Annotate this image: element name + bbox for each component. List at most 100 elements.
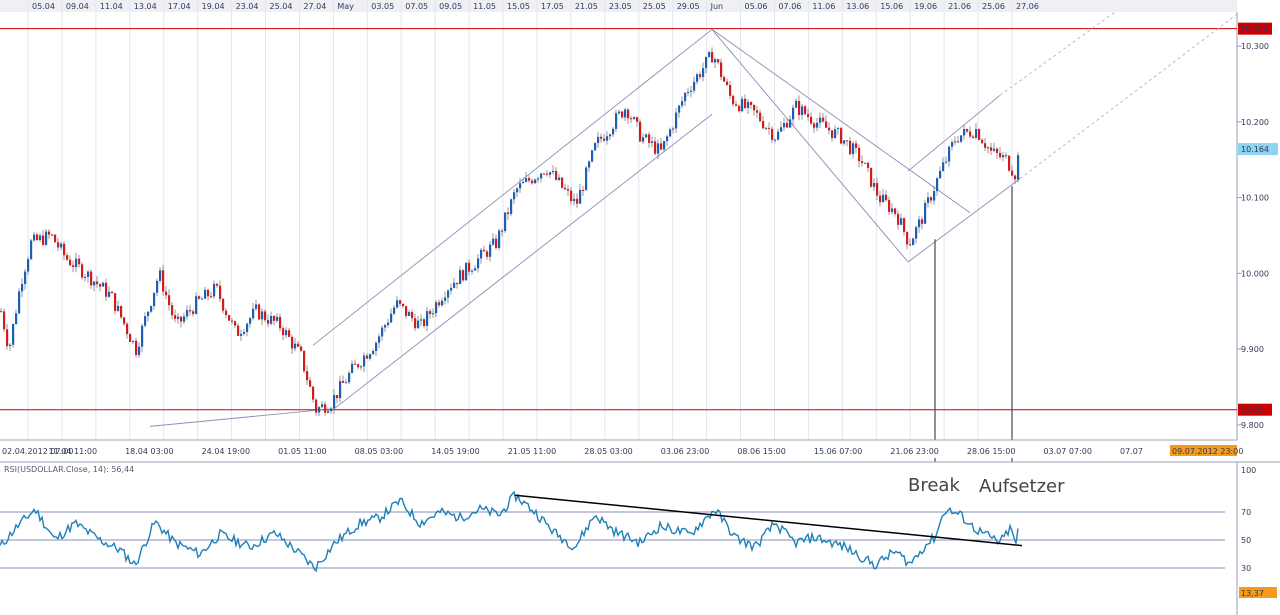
top-date-tick: 03.05 <box>371 2 394 11</box>
candle-body <box>969 131 972 137</box>
channel-line <box>711 29 971 214</box>
candle-body <box>516 188 519 193</box>
candle-body <box>186 310 189 317</box>
candle-body <box>384 325 387 328</box>
candle-body <box>753 104 756 111</box>
candle-body <box>375 342 378 352</box>
candle-body <box>945 161 948 163</box>
candle-body <box>1008 155 1011 171</box>
candle-body <box>174 315 177 319</box>
candle-body <box>798 100 801 115</box>
candle-body <box>666 136 669 142</box>
candle-body <box>858 147 861 162</box>
candle-body <box>996 148 999 153</box>
candle-body <box>327 411 330 413</box>
candle-body <box>282 328 285 336</box>
candle-body <box>813 123 816 128</box>
candle-body <box>438 302 441 306</box>
candle-body <box>948 146 951 162</box>
candle-body <box>165 291 168 296</box>
candle-body <box>795 100 798 108</box>
candle-body <box>1014 175 1017 180</box>
annotation-aufsetzer: Aufsetzer <box>979 476 1065 497</box>
candle-body <box>909 244 912 246</box>
candle-body <box>972 136 975 138</box>
candle-body <box>582 189 585 191</box>
candle-body <box>684 92 687 102</box>
candle-body <box>591 150 594 162</box>
candle-body <box>171 305 174 316</box>
channel-line <box>711 29 909 263</box>
candle-body <box>549 172 552 175</box>
candle-body <box>381 327 384 337</box>
candle-body <box>1002 155 1005 158</box>
candle-body <box>780 127 783 132</box>
candle-body <box>288 330 291 337</box>
candle-body <box>69 259 72 266</box>
candle-body <box>366 355 369 359</box>
candle-body <box>720 62 723 78</box>
current-price-label: 10.164 <box>1241 145 1269 154</box>
candle-body <box>333 394 336 409</box>
candle-body <box>297 343 300 347</box>
candle-body <box>330 408 333 412</box>
candle-body <box>81 264 84 278</box>
candle-body <box>897 213 900 225</box>
price-axis: 10.300 10.200 10.100 10.000 9.900 9.800 10.164 <box>1237 42 1278 430</box>
candle-body <box>279 316 282 329</box>
candle-body <box>180 316 183 322</box>
channel-line <box>312 29 713 346</box>
candle-body <box>645 134 648 138</box>
candle-body <box>1017 155 1020 180</box>
candle-body <box>699 74 702 77</box>
bottom-date-tick: 03.06 23:00 <box>661 447 710 456</box>
candle-body <box>612 128 615 135</box>
candle-body <box>933 191 936 201</box>
candle-body <box>246 323 249 332</box>
candle-body <box>876 182 879 196</box>
candle-body <box>294 343 297 349</box>
candle-body <box>234 321 237 326</box>
candle-body <box>483 249 486 252</box>
candle-body <box>417 320 420 329</box>
candle-body <box>651 141 654 143</box>
candle-body <box>636 117 639 122</box>
bottom-date-tick: 24.04 19:00 <box>202 447 251 456</box>
candle-body <box>942 162 945 171</box>
rsi-tick-label: 30 <box>1241 564 1251 573</box>
channel-line <box>907 94 1001 172</box>
candle-body <box>363 355 366 367</box>
rsi-levels <box>0 511 1225 569</box>
candle-body <box>585 167 588 191</box>
candle-body <box>573 198 576 202</box>
candle-body <box>924 202 927 224</box>
candle-body <box>825 121 828 128</box>
candle-body <box>849 140 852 155</box>
candle-body <box>39 235 42 241</box>
candle-body <box>168 295 171 306</box>
candle-body <box>453 282 456 288</box>
candle-body <box>1011 170 1014 176</box>
candle-body <box>387 322 390 326</box>
candle-body <box>729 84 732 96</box>
candle-body <box>855 143 858 148</box>
candle-body <box>3 311 6 330</box>
candle-body <box>528 178 531 181</box>
candle-body <box>63 243 66 256</box>
candle-body <box>501 230 504 232</box>
candle-body <box>231 320 234 322</box>
candle-body <box>513 192 516 200</box>
candle-body <box>162 270 165 292</box>
candle-body <box>867 162 870 168</box>
candle-body <box>633 117 636 119</box>
bottom-date-tick: 21.06 23:00 <box>890 447 939 456</box>
top-date-tick: 13.04 <box>134 2 157 11</box>
candle-body <box>198 296 201 299</box>
candle-body <box>705 56 708 69</box>
candle-body <box>441 300 444 306</box>
top-date-axis: 05.04 09.04 11.04 13.04 17.04 19.04 23.04 25.04… <box>27 0 1039 440</box>
candle-body <box>864 162 867 164</box>
candle-body <box>114 293 117 311</box>
